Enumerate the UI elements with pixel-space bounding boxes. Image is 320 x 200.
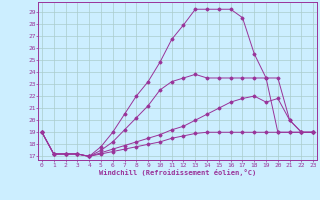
X-axis label: Windchill (Refroidissement éolien,°C): Windchill (Refroidissement éolien,°C) (99, 169, 256, 176)
